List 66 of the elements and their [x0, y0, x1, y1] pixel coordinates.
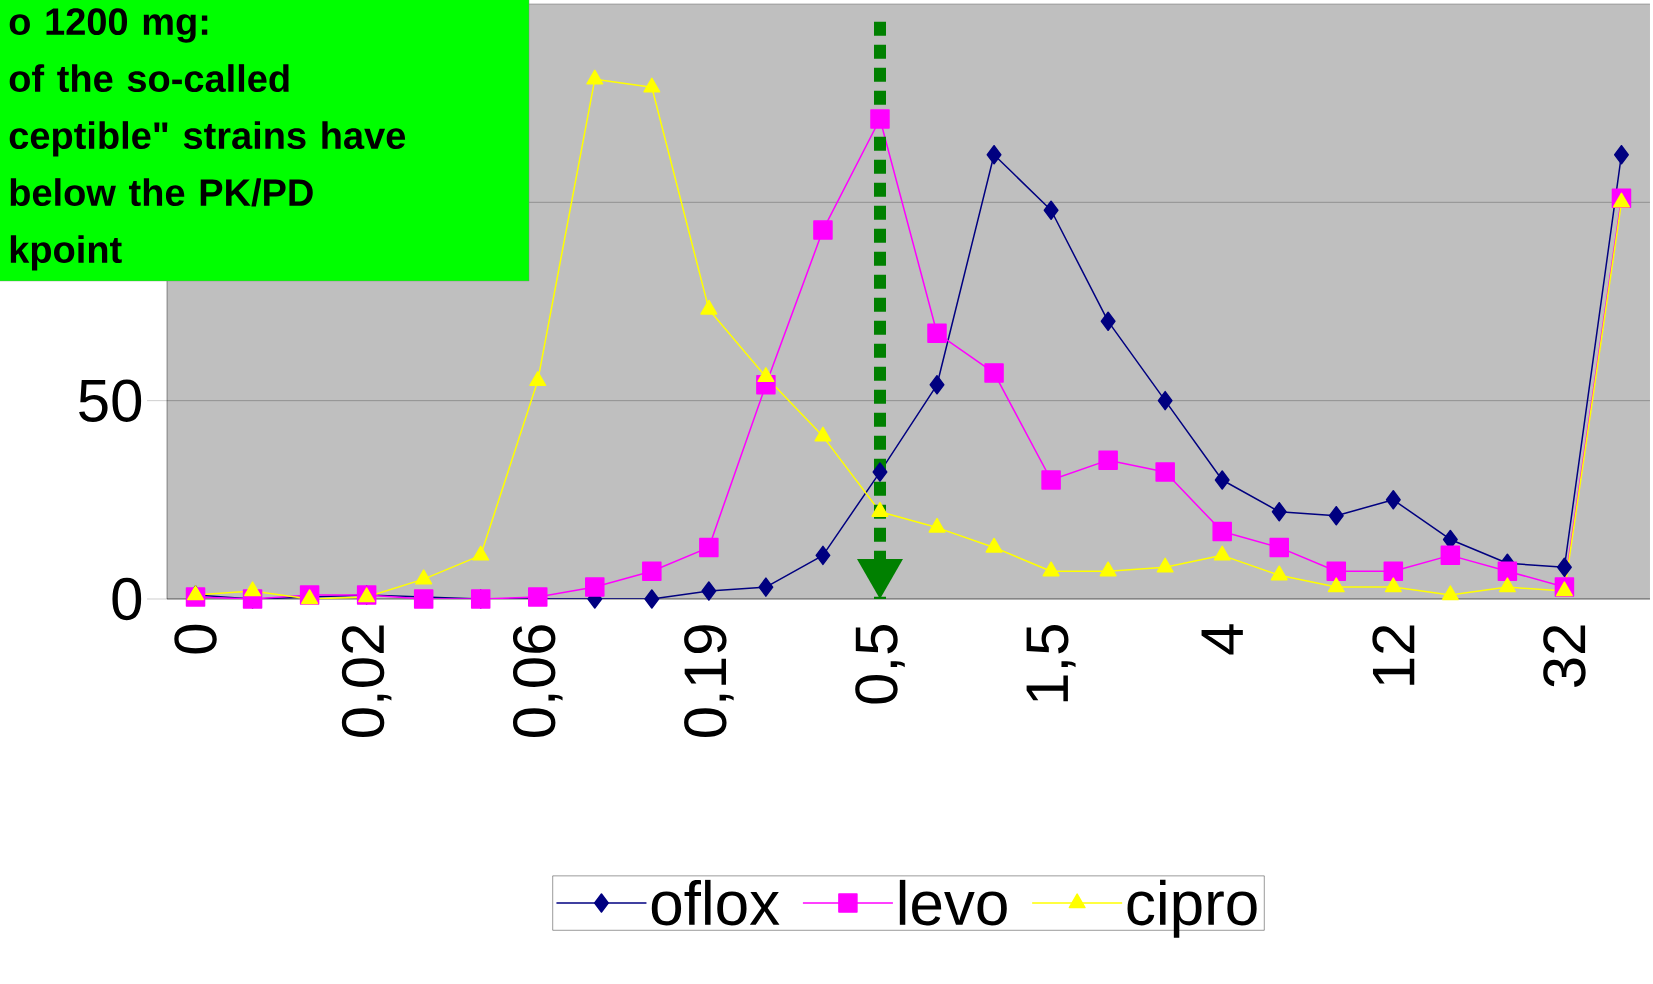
- x-tick-label: 12: [1372, 625, 1415, 685]
- point: [758, 577, 774, 597]
- point: [928, 517, 946, 533]
- point: [186, 585, 205, 601]
- point: [813, 220, 833, 240]
- legend-label: oflox: [651, 879, 780, 926]
- point: [1328, 505, 1344, 526]
- point: [1441, 585, 1459, 601]
- point: [1270, 565, 1288, 581]
- point: [529, 371, 547, 387]
- point: [413, 589, 434, 609]
- point: [1385, 490, 1401, 510]
- point: [984, 363, 1004, 383]
- x-tick-label: 0,5: [855, 625, 905, 704]
- point: [699, 537, 719, 558]
- point: [528, 587, 548, 607]
- point: [244, 581, 262, 597]
- x-tick-label: 0,06: [512, 625, 563, 737]
- point: [985, 537, 1003, 553]
- point: [1556, 557, 1572, 578]
- legend-label: levo: [899, 879, 1007, 926]
- y-tick-label: 50: [79, 379, 142, 422]
- point: [1326, 561, 1347, 581]
- point: [1213, 545, 1231, 561]
- point: [872, 462, 888, 482]
- point: [927, 323, 947, 343]
- point: [415, 569, 433, 585]
- point: [1157, 390, 1173, 411]
- x-tick-label: 0: [174, 624, 217, 654]
- point: [1440, 545, 1461, 566]
- point: [1269, 537, 1289, 558]
- point: [701, 581, 717, 601]
- point: [1613, 144, 1629, 165]
- point: [1100, 311, 1116, 332]
- point: [1497, 561, 1518, 581]
- point: [1271, 501, 1287, 522]
- point: [1099, 561, 1117, 577]
- point: [472, 545, 490, 561]
- point: [757, 367, 775, 383]
- point: [1155, 462, 1175, 482]
- point: [644, 589, 660, 609]
- point: [1384, 577, 1402, 593]
- point: [815, 545, 831, 566]
- point: [1041, 470, 1061, 490]
- x-tick-label: 0,02: [341, 625, 392, 737]
- point: [1327, 577, 1345, 593]
- x-tick-label: 0,19: [684, 625, 734, 737]
- point: [1212, 521, 1232, 542]
- x-tick-label: 4: [1201, 624, 1243, 655]
- legend-label: cipro: [1127, 879, 1257, 938]
- point: [1156, 557, 1174, 573]
- annotation: o 1200 mg: of the so-called ceptible" strains have below the PK/PD kpoint: [9, 8, 406, 271]
- point: [1042, 561, 1060, 577]
- point: [585, 577, 605, 597]
- point: [870, 109, 890, 129]
- x-tick-label: 32: [1543, 625, 1586, 687]
- point: [929, 375, 945, 395]
- point: [642, 561, 662, 581]
- point: [1098, 450, 1118, 470]
- point: [1383, 561, 1404, 581]
- point: [1498, 577, 1516, 593]
- point: [1214, 470, 1230, 490]
- point: [986, 144, 1002, 165]
- point: [1043, 200, 1059, 220]
- x-tick-label: 1,5: [1026, 625, 1076, 702]
- point: [814, 426, 832, 442]
